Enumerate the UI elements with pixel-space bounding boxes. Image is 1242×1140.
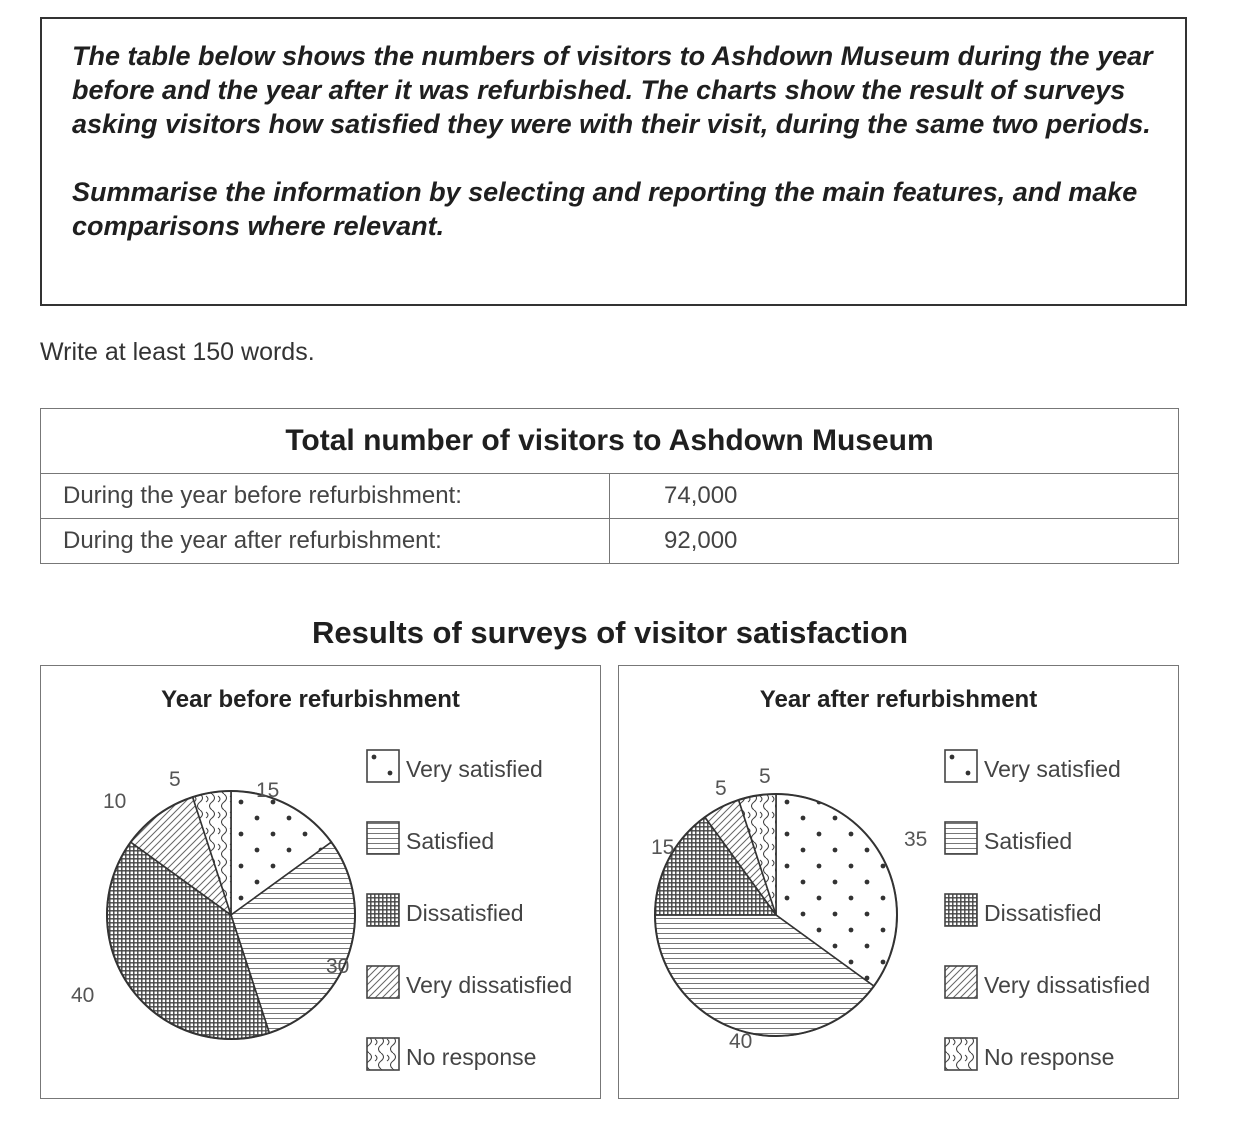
- legend-label: Satisfied: [406, 827, 495, 854]
- prompt-paragraph-1: The table below shows the numbers of vis…: [72, 41, 1153, 139]
- pie-outline: [106, 790, 356, 1040]
- diag-pattern-icon: [366, 965, 400, 999]
- visitors-table-title: Total number of visitors to Ashdown Muse…: [40, 408, 1179, 474]
- legend-swatch: [366, 749, 406, 789]
- legend-item: Satisfied: [366, 821, 572, 861]
- legend-item: Dissatisfied: [944, 893, 1150, 933]
- hlines-pattern-icon: [366, 821, 400, 855]
- legend-swatch: [944, 893, 984, 933]
- grid-pattern-icon: [366, 893, 400, 927]
- diag-pattern-icon: [944, 965, 978, 999]
- dots-pattern-icon: [944, 749, 978, 783]
- pie-data-label: 40: [71, 984, 94, 1007]
- task-prompt-box: The table below shows the numbers of vis…: [40, 17, 1187, 306]
- pie-title-after: Year after refurbishment: [759, 686, 1038, 713]
- legend-item: Very satisfied: [366, 749, 572, 789]
- pie-data-label: 5: [759, 765, 771, 788]
- pie-data-label: 5: [169, 768, 181, 791]
- legend-item: Very dissatisfied: [944, 965, 1151, 1005]
- pie-data-label: 5: [715, 777, 727, 800]
- pie-chart-after: 35 40 15 5 5: [651, 765, 927, 1053]
- pie-data-label: 10: [103, 790, 126, 813]
- legend-after: Very satisfied Satisfied Dissatisfied Ve…: [944, 749, 1151, 1112]
- pie-data-label: 35: [904, 828, 927, 851]
- grid-pattern-icon: [944, 893, 978, 927]
- pie-data-label: 40: [729, 1030, 752, 1053]
- legend-label: Very satisfied: [984, 755, 1121, 782]
- legend-label: Very dissatisfied: [984, 971, 1151, 998]
- visitors-table: Total number of visitors to Ashdown Muse…: [40, 408, 1179, 564]
- legend-label: No response: [406, 1043, 537, 1070]
- legend-label: Very dissatisfied: [406, 971, 573, 998]
- table-row: During the year before refurbishment: 74…: [40, 473, 1179, 519]
- pie-panel-after: 35 40 15 5 5 Year after refurbishment Very s…: [618, 665, 1179, 1099]
- legend-item: Very dissatisfied: [366, 965, 573, 1005]
- legend-swatch: [366, 1037, 406, 1077]
- legend-item: No response: [366, 1037, 572, 1077]
- legend-swatch: [366, 965, 406, 1005]
- legend-before: Very satisfied Satisfied Dissatisfied Ve…: [366, 749, 573, 1112]
- legend-item: Satisfied: [944, 821, 1150, 861]
- charts-title: Results of surveys of visitor satisfacti…: [311, 615, 909, 650]
- pie-chart-before: 15 30 40 10 5: [71, 768, 356, 1040]
- legend-item: Very satisfied: [944, 749, 1150, 789]
- legend-swatch: [944, 821, 984, 861]
- table-row: During the year after refurbishment: 92,…: [40, 518, 1179, 564]
- squiggle-pattern-icon: [366, 1037, 400, 1071]
- pie-outline: [654, 793, 898, 1037]
- hlines-pattern-icon: [944, 821, 978, 855]
- legend-item: Dissatisfied: [366, 893, 572, 933]
- pie-panel-before: 15 30 40 10 5 Year before refurbishment Very…: [40, 665, 601, 1099]
- legend-swatch: [366, 821, 406, 861]
- pie-data-label: 15: [651, 836, 674, 859]
- legend-swatch: [944, 749, 984, 789]
- pie-data-label: 30: [326, 955, 349, 978]
- legend-label: Dissatisfied: [406, 899, 524, 926]
- table-cell-label: During the year after refurbishment:: [40, 518, 610, 564]
- pie-title-before: Year before refurbishment: [161, 686, 460, 713]
- table-cell-label: During the year before refurbishment:: [40, 473, 610, 519]
- legend-item: No response: [944, 1037, 1150, 1077]
- prompt-paragraph-2: Summarise the information by selecting a…: [72, 177, 1138, 241]
- table-cell-value: 74,000: [609, 473, 1179, 519]
- table-cell-value: 92,000: [609, 518, 1179, 564]
- legend-label: No response: [984, 1043, 1115, 1070]
- pie-data-label: 15: [256, 779, 279, 802]
- legend-swatch: [944, 965, 984, 1005]
- dots-pattern-icon: [366, 749, 400, 783]
- legend-label: Dissatisfied: [984, 899, 1102, 926]
- legend-swatch: [944, 1037, 984, 1077]
- word-count-instruction: Write at least 150 words.: [40, 338, 315, 366]
- legend-swatch: [366, 893, 406, 933]
- legend-label: Satisfied: [984, 827, 1073, 854]
- squiggle-pattern-icon: [944, 1037, 978, 1071]
- legend-label: Very satisfied: [406, 755, 543, 782]
